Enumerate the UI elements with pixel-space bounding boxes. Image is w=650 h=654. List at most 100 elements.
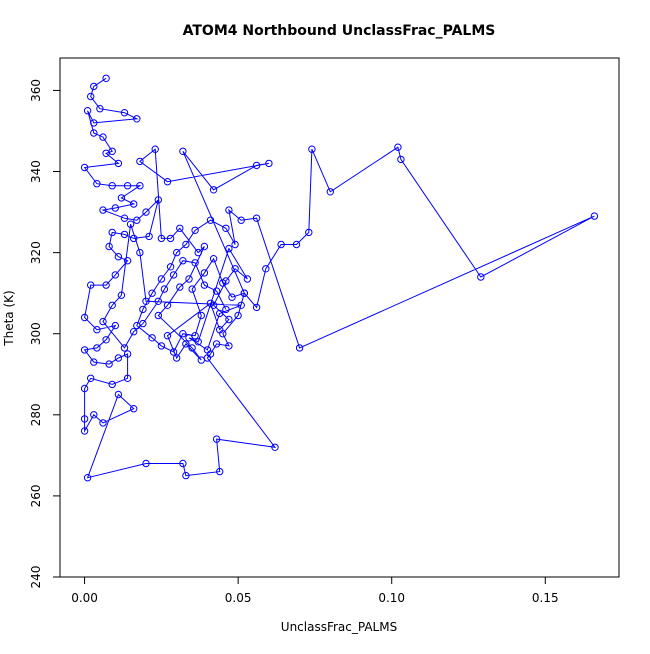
data-point [277,240,285,249]
data-point [216,309,224,318]
data-point [252,303,261,312]
data-point [133,115,141,123]
data-point [114,159,123,168]
data-point [90,119,98,127]
data-point [126,220,135,228]
data-point [108,301,116,309]
chart-title: ATOM4 Northbound UnclassFrac_PALMS [183,23,496,39]
data-point [80,163,89,172]
data-point [148,334,156,342]
data-point [145,232,153,241]
data-point [237,216,245,224]
data-point [243,275,252,283]
data-point [130,328,138,336]
data-point [157,275,166,283]
data-point [99,419,107,427]
data-point [136,157,144,166]
data-point [209,255,218,263]
data-point [163,178,172,186]
data-point [130,234,138,243]
data-point [83,474,92,482]
data-point [225,244,233,253]
data-point [179,257,187,265]
data-point [120,214,129,222]
data-point [151,145,159,153]
data-point [87,92,95,101]
data-point [194,338,202,346]
data-point [305,228,313,237]
x-tick-label: 0.10 [378,591,405,605]
data-point [169,348,178,356]
data-point [139,305,147,314]
data-point [176,283,184,291]
data-point [185,275,193,283]
data-point [216,467,224,476]
data-point [206,216,215,224]
data-point [197,356,206,364]
data-point [185,334,193,342]
data-point [252,214,261,222]
y-tick-label: 300 [29,322,43,345]
data-point [133,216,141,224]
y-tick-label: 240 [29,566,43,589]
data-point [191,226,199,235]
data-point [200,281,209,289]
data-point [102,281,110,289]
data-point [182,471,190,480]
data-point [212,287,221,295]
data-point [154,297,163,305]
data-point [108,228,116,237]
data-point [222,224,230,233]
y-tick-label: 320 [29,241,43,264]
data-point [231,265,239,273]
data-point [80,346,89,354]
data-point [111,204,120,212]
y-tick-label: 260 [29,484,43,507]
x-axis-label: UnclassFrac_PALMS [281,620,397,634]
data-point [123,182,132,190]
data-point [142,459,150,468]
data-point [154,311,163,320]
data-point [99,317,107,326]
data-point [80,384,89,393]
data-point [252,161,261,170]
data-point [212,340,221,348]
data-point [173,354,181,362]
data-point [93,344,101,352]
data-point [142,208,150,216]
data-point [139,319,147,328]
data-point [120,109,129,117]
data-point [123,257,132,265]
data-point [111,271,120,279]
data-point [90,129,98,137]
y-tick-label: 280 [29,403,43,426]
data-point [173,248,181,257]
data-point [234,311,242,320]
data-point [102,336,110,344]
plot-frame [59,57,620,578]
data-point [176,224,184,233]
data-point [160,285,169,293]
data-point [590,212,599,220]
data-point [225,342,233,350]
data-point [90,358,98,366]
data-point [225,315,233,324]
data-point [228,293,236,301]
data-point [262,265,270,273]
data-point [222,277,230,285]
data-point [295,344,304,352]
data-point [105,242,113,251]
data-point [105,360,113,368]
data-point [148,289,156,297]
data-point [191,259,199,267]
data-point [102,74,110,83]
data-point [108,380,116,389]
data-point [209,301,218,309]
data-point [182,240,190,249]
plot-layer: 0.00 0.05 0.10 0.15 240 260 280 300 320 340 360 [29,57,620,605]
data-point [271,443,279,451]
data-point [225,206,233,214]
data-point [111,321,120,330]
data-point [99,206,107,214]
data-point [194,248,202,257]
